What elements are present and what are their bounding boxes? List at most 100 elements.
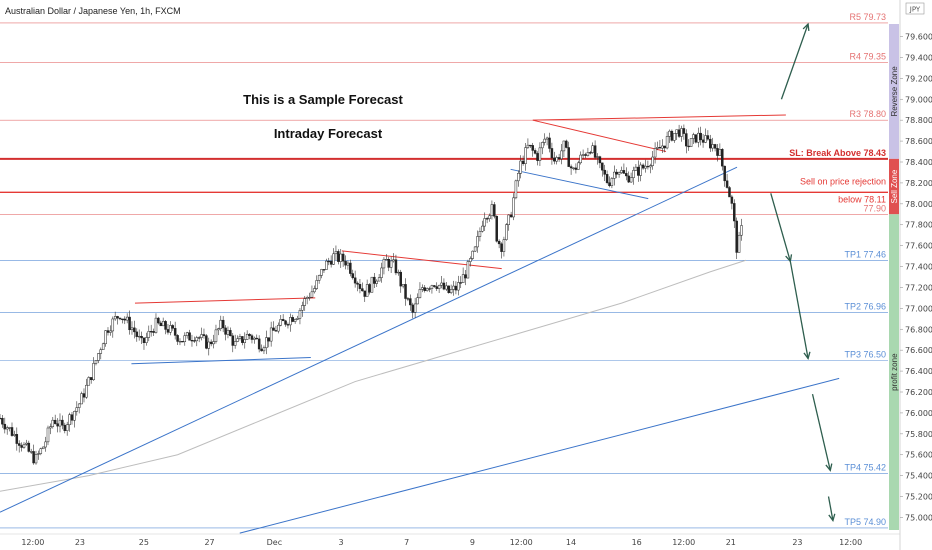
zone-label-profit: profit zone	[890, 353, 899, 391]
candle-body-114	[272, 327, 275, 331]
x-tick-label-3: 27	[204, 538, 214, 547]
candle-body-94	[224, 327, 227, 335]
forecast-arrows	[770, 22, 836, 523]
candle-body-105	[250, 335, 254, 340]
candle-body-234	[560, 150, 563, 160]
x-tick-label-9: 14	[566, 538, 576, 547]
candle-body-200	[478, 231, 482, 237]
candle-body-248	[593, 145, 597, 158]
candle-body-70	[166, 329, 170, 333]
level-label-9: TP4 75.42	[844, 463, 886, 473]
candle-body-226	[541, 142, 544, 149]
candle-body-217	[519, 160, 522, 174]
candle-body-301	[721, 149, 724, 167]
candle-body-93	[221, 319, 225, 329]
candle-body-256	[613, 171, 616, 179]
candle-body-57	[135, 331, 139, 337]
y-tick-label-2: 79.200	[905, 74, 932, 83]
candle-body-204	[488, 215, 491, 219]
candle-body-305	[730, 196, 734, 204]
candle-body-19	[44, 441, 47, 448]
candle-body-8	[17, 443, 21, 446]
candle-body-21	[49, 426, 52, 429]
candle-body-238	[569, 166, 573, 169]
x-tick-label-4: Dec	[267, 538, 282, 547]
candle-body-239	[572, 167, 575, 169]
trendlines	[0, 114, 840, 534]
candle-body-252	[603, 169, 606, 175]
candle-body-121	[289, 317, 292, 326]
candle-body-285	[682, 128, 686, 134]
candle-body-125	[298, 310, 302, 319]
candle-body-38	[89, 377, 93, 381]
y-tick-label-14: 76.800	[905, 325, 932, 334]
y-tick-label-4: 78.800	[905, 116, 932, 125]
candle-body-27	[63, 424, 67, 431]
candle-body-25	[58, 419, 62, 427]
candle-body-37	[87, 377, 91, 386]
candle-body-148	[353, 277, 357, 284]
candle-body-101	[241, 336, 244, 343]
candle-body-98	[233, 341, 237, 346]
candle-body-42	[99, 349, 103, 354]
candle-body-64	[152, 331, 155, 333]
candle-body-142	[339, 253, 342, 262]
candle-body-61	[145, 337, 148, 343]
candle-body-134	[320, 269, 323, 276]
candle-body-229	[548, 137, 551, 149]
candle-body-1	[1, 418, 4, 425]
candle-body-99	[236, 338, 239, 342]
candle-body-104	[248, 333, 251, 336]
candle-body-264	[632, 170, 635, 178]
candle-body-192	[459, 282, 462, 284]
candle-body-111	[265, 337, 268, 349]
candle-body-199	[476, 236, 479, 248]
candle-body-67	[159, 322, 163, 327]
candle-body-22	[51, 419, 55, 427]
currency-badge[interactable]: JPY	[905, 2, 925, 15]
candle-body-267	[639, 164, 642, 176]
level-label-4: Sell on price rejection	[800, 176, 886, 186]
candle-body-72	[171, 325, 175, 329]
trendline-5	[510, 168, 649, 200]
candle-body-41	[97, 353, 100, 361]
candle-body-167	[399, 271, 402, 287]
candle-body-195	[466, 261, 470, 279]
candle-body-138	[329, 260, 333, 265]
candle-body-260	[622, 170, 626, 174]
candle-body-128	[305, 297, 309, 299]
x-tick-label-14: 12:00	[839, 538, 862, 547]
y-tick-label-1: 79.400	[905, 53, 932, 62]
candle-body-90	[214, 329, 218, 342]
candle-body-141	[337, 251, 340, 262]
candle-body-289	[692, 134, 695, 139]
candle-body-97	[231, 335, 235, 346]
candle-body-179	[428, 288, 431, 290]
y-tick-label-10: 77.600	[905, 242, 932, 251]
y-tick-label-16: 76.400	[905, 367, 932, 376]
level-label-8: TP3 76.50	[844, 350, 886, 360]
candle-body-250	[598, 156, 602, 164]
candle-body-201	[481, 225, 484, 232]
candle-body-296	[709, 138, 712, 149]
candle-body-170	[406, 298, 410, 300]
candle-body-243	[581, 154, 585, 156]
candle-body-166	[397, 271, 400, 274]
trendline-3	[532, 114, 786, 121]
x-tick-label-7: 9	[470, 538, 475, 547]
candle-body-155	[370, 276, 374, 293]
candle-body-244	[584, 154, 587, 156]
candle-body-218	[521, 160, 525, 164]
y-tick-label-18: 76.000	[905, 409, 932, 418]
candle-body-174	[416, 297, 419, 305]
candle-body-92	[219, 319, 223, 329]
candle-body-213	[509, 214, 513, 218]
forecast-arrowhead-4	[828, 513, 836, 523]
candle-body-265	[634, 166, 638, 171]
candle-body-275	[658, 147, 662, 149]
x-axis: 12:00 23 25 27 Dec 3 7 9 12:00 14 16 12:00 21 23 12:00	[0, 533, 900, 547]
candle-body-87	[207, 341, 211, 349]
candle-body-14	[32, 451, 35, 464]
forecast-arrow-2	[789, 261, 809, 359]
candle-body-31	[73, 411, 76, 421]
